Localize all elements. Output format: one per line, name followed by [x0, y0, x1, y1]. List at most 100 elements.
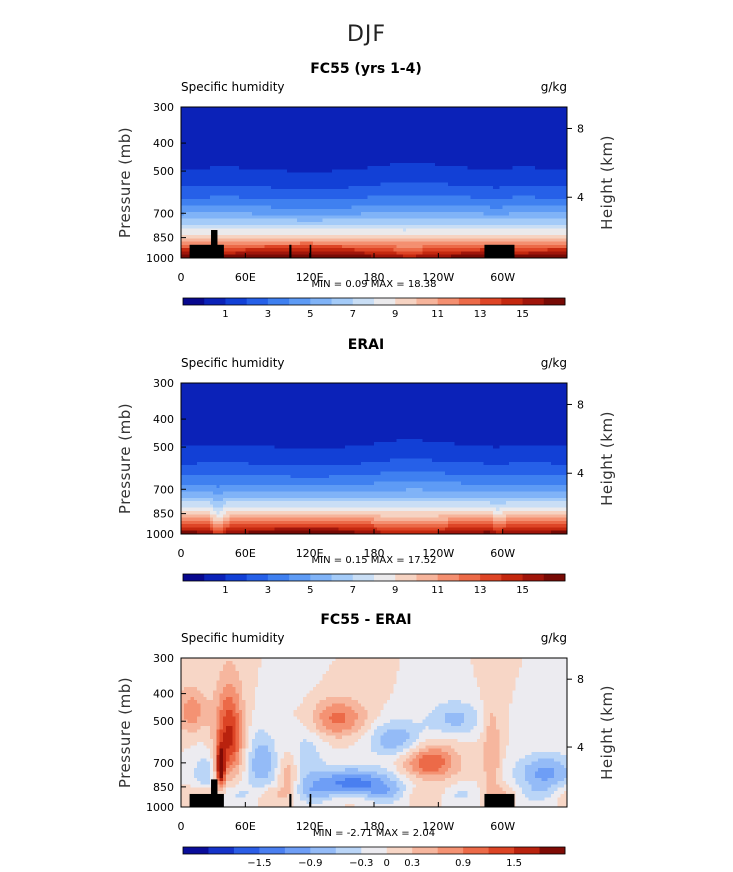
xtick-label: 120E	[296, 271, 324, 284]
figure-title: DJF	[346, 22, 387, 47]
variable-label: Specific humidity	[181, 80, 285, 94]
colorbar-swatch	[522, 298, 545, 305]
colorbar-swatch	[225, 574, 248, 581]
ytick-right-label: 8	[577, 673, 584, 686]
topography-mask	[189, 230, 515, 258]
colorbar-swatch	[488, 847, 515, 854]
colorbar: −1.5 −0.9 −0.3 0 0.3 0.9 1.5	[182, 846, 566, 869]
colorbar-swatch	[437, 574, 460, 581]
colorbar-label: 1.5	[506, 858, 522, 869]
ytick-right-label: 8	[577, 122, 584, 135]
chart-panel-1: FC55 (yrs 1-4)Specific humidity g/kg30040…	[116, 61, 616, 320]
colorbar-swatch	[437, 847, 464, 854]
ytick-label: 300	[153, 652, 174, 665]
colorbar-label: 9	[392, 309, 398, 320]
ytick-label: 500	[153, 165, 174, 178]
field-image	[181, 383, 567, 534]
xtick-label: 60E	[235, 820, 256, 833]
colorbar-label: 1	[222, 585, 228, 596]
ylabel-right: Height (km)	[598, 135, 616, 230]
variable-label: Specific humidity	[181, 356, 285, 370]
ytick-right-label: 4	[577, 191, 584, 204]
colorbar-label: −0.3	[349, 858, 373, 869]
colorbar-swatch	[374, 574, 396, 581]
ytick-right-label: 8	[577, 398, 584, 411]
colorbar-swatch	[208, 847, 235, 854]
xtick-label: 180	[364, 271, 385, 284]
colorbar-swatch	[543, 298, 566, 305]
colorbar-label: 11	[431, 585, 444, 596]
colorbar-swatch	[352, 298, 375, 305]
colorbar-swatch	[246, 298, 269, 305]
ytick-label: 400	[153, 413, 174, 426]
colorbar-label: 5	[307, 585, 313, 596]
colorbar-swatch	[289, 298, 311, 305]
panel-title: ERAI	[348, 337, 384, 353]
colorbar-label: 9	[392, 585, 398, 596]
xtick-label: 0	[178, 271, 185, 284]
colorbar-swatch	[386, 847, 413, 854]
xtick-label: 120E	[296, 547, 324, 560]
colorbar-swatch	[310, 298, 332, 305]
ylabel-left: Pressure (mb)	[116, 677, 134, 788]
ytick-label: 1000	[146, 528, 174, 541]
colorbar-label: 13	[474, 585, 487, 596]
colorbar-swatch	[361, 847, 388, 854]
colorbar-swatch	[284, 847, 311, 854]
colorbar-swatch	[543, 574, 566, 581]
field-image	[181, 658, 567, 807]
colorbar-swatch	[267, 574, 290, 581]
colorbar: 1 3 5 7 9 11 13 15	[182, 573, 566, 596]
colorbar-swatch	[183, 574, 205, 581]
colorbar-swatch	[395, 574, 417, 581]
ytick-label: 700	[153, 207, 174, 220]
field-image	[181, 107, 567, 258]
topography-mask	[189, 779, 515, 807]
colorbar-label: 13	[474, 309, 487, 320]
ytick-label: 1000	[146, 801, 174, 814]
xtick-label: 180	[364, 820, 385, 833]
ytick-right-label: 4	[577, 741, 584, 754]
colorbar-swatch	[233, 847, 260, 854]
colorbar-label: 5	[307, 309, 313, 320]
xtick-label: 60W	[490, 271, 515, 284]
colorbar-swatch	[412, 847, 439, 854]
colorbar-swatch	[463, 847, 489, 854]
min-max-stats: MIN = 0.09 MAX = 18.38	[312, 279, 437, 290]
colorbar-swatch	[225, 298, 248, 305]
colorbar-swatch	[289, 574, 311, 581]
ylabel-left: Pressure (mb)	[116, 403, 134, 514]
panel-title: FC55 (yrs 1-4)	[310, 61, 422, 77]
colorbar-frame	[182, 297, 566, 306]
ytick-label: 700	[153, 483, 174, 496]
colorbar-swatch	[331, 298, 354, 305]
xtick-label: 120W	[422, 547, 454, 560]
ytick-label: 850	[153, 232, 174, 245]
ytick-label: 500	[153, 715, 174, 728]
ytick-label: 850	[153, 781, 174, 794]
colorbar-label: 7	[350, 585, 356, 596]
colorbar-swatch	[458, 574, 481, 581]
colorbar-swatch	[480, 298, 502, 305]
colorbar-swatch	[246, 574, 269, 581]
colorbar-swatch	[501, 574, 523, 581]
colorbar-swatch	[514, 847, 540, 854]
xtick-label: 120W	[422, 271, 454, 284]
colorbar-label: 0	[384, 858, 390, 869]
panel-title: FC55 - ERAI	[320, 612, 411, 628]
ytick-label: 400	[153, 688, 174, 701]
units-label: g/kg	[541, 631, 567, 645]
ytick-label: 700	[153, 757, 174, 770]
colorbar-swatch	[331, 574, 354, 581]
ylabel-left: Pressure (mb)	[116, 127, 134, 238]
colorbar-swatch	[374, 298, 396, 305]
colorbar-swatch	[204, 574, 226, 581]
colorbar-swatch	[522, 574, 545, 581]
colorbar-swatch	[480, 574, 502, 581]
colorbar-label: 15	[516, 585, 529, 596]
colorbar-label: 0.3	[404, 858, 420, 869]
ylabel-right: Height (km)	[598, 411, 616, 506]
colorbar-label: 3	[265, 309, 271, 320]
